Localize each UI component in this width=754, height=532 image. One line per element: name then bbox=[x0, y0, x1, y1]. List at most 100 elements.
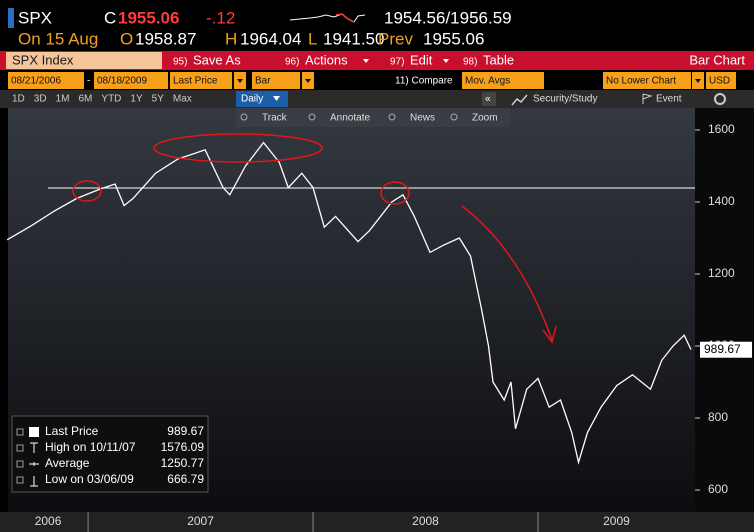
setting-lower[interactable]: No Lower Chart bbox=[606, 76, 676, 87]
legend-label: Low on 03/06/09 bbox=[45, 472, 134, 486]
arrow-head bbox=[542, 325, 557, 344]
tool-icon bbox=[240, 113, 248, 121]
period-button[interactable]: 1D bbox=[12, 94, 25, 105]
x-tick-label: 2006 bbox=[35, 514, 62, 528]
ticker-marker bbox=[8, 8, 14, 28]
input-box[interactable] bbox=[8, 72, 84, 89]
menu-item[interactable]: Table bbox=[483, 52, 514, 67]
last-value-tag bbox=[700, 341, 752, 358]
input-box[interactable] bbox=[252, 72, 300, 89]
legend-checkbox[interactable] bbox=[16, 476, 24, 484]
setting-field[interactable]: Last Price bbox=[173, 76, 218, 87]
high-value: 1964.04 bbox=[240, 29, 301, 48]
setting-style[interactable]: Bar bbox=[255, 76, 271, 87]
compare-button[interactable]: 11) Compare bbox=[395, 76, 453, 87]
y-tick-label: 1600 bbox=[708, 122, 735, 136]
frequency[interactable]: Daily bbox=[241, 94, 263, 105]
study-button[interactable]: Security/Study bbox=[533, 94, 597, 105]
dropdown-arrow bbox=[363, 59, 369, 63]
input-box[interactable] bbox=[170, 72, 232, 89]
legend-label: High on 10/11/07 bbox=[45, 440, 136, 454]
dropdown-arrow bbox=[305, 79, 311, 83]
input-box[interactable] bbox=[706, 72, 736, 89]
settings-gear[interactable] bbox=[714, 93, 726, 105]
setting-end[interactable]: 08/18/2009 bbox=[97, 76, 147, 87]
period-button[interactable]: 1M bbox=[56, 94, 70, 105]
open-flag: O bbox=[120, 29, 133, 48]
tool-icon bbox=[450, 113, 458, 121]
legend-icon bbox=[30, 476, 38, 487]
sparkline-down bbox=[335, 13, 355, 23]
high-flag: H bbox=[225, 29, 237, 48]
bid-ask: 1954.56/1956.59 bbox=[384, 8, 512, 27]
arrow-annotation bbox=[461, 205, 553, 341]
y-tick-label: 600 bbox=[708, 482, 728, 496]
event-icon bbox=[642, 93, 653, 104]
tool-icon bbox=[308, 113, 316, 121]
security-name[interactable]: SPX Index bbox=[12, 52, 74, 67]
setting-currency[interactable]: USD bbox=[709, 76, 730, 87]
input-box[interactable] bbox=[94, 72, 168, 89]
legend-label: Last Price bbox=[45, 424, 99, 438]
view-name: Bar Chart bbox=[689, 52, 745, 67]
tool-button[interactable]: Track bbox=[262, 113, 288, 124]
tool-bar bbox=[236, 108, 510, 127]
period-bar bbox=[0, 90, 754, 108]
legend-value: 989.67 bbox=[167, 424, 204, 438]
collapse-box[interactable] bbox=[482, 92, 496, 106]
menu-item[interactable]: Edit bbox=[410, 52, 433, 67]
y-tick-label: 1200 bbox=[708, 266, 735, 280]
tool-button[interactable]: Annotate bbox=[330, 113, 370, 124]
menu-item[interactable]: Save As bbox=[193, 52, 241, 67]
menu-key[interactable]: 98) bbox=[463, 57, 477, 68]
input-box[interactable] bbox=[462, 72, 544, 89]
period-button[interactable]: 1Y bbox=[130, 94, 143, 105]
legend-value: 1576.09 bbox=[161, 440, 205, 454]
legend-box bbox=[11, 415, 209, 493]
x-tick-label: 2008 bbox=[412, 514, 439, 528]
date-separator: - bbox=[87, 76, 90, 87]
menu-item[interactable]: Actions bbox=[305, 52, 348, 67]
setting-start[interactable]: 08/21/2006 bbox=[11, 76, 61, 87]
legend-checkbox[interactable] bbox=[16, 460, 24, 468]
security-box[interactable] bbox=[6, 52, 162, 69]
period-button[interactable]: Max bbox=[173, 94, 192, 105]
quote-date: On 15 Aug bbox=[18, 29, 98, 48]
tool-button[interactable]: News bbox=[410, 113, 435, 124]
input-box[interactable] bbox=[603, 72, 691, 89]
x-tick-label: 2009 bbox=[603, 514, 630, 528]
tool-icon bbox=[388, 113, 396, 121]
x-tick-label: 2007 bbox=[187, 514, 214, 528]
prev-flag: Prev bbox=[378, 29, 413, 48]
frequency-box[interactable] bbox=[236, 91, 288, 107]
price-line bbox=[6, 141, 692, 465]
menu-key[interactable]: 95) bbox=[173, 57, 187, 68]
study-icon bbox=[511, 94, 528, 106]
event-button[interactable]: Event bbox=[656, 94, 682, 105]
period-button[interactable]: YTD bbox=[101, 94, 121, 105]
low-flag: L bbox=[308, 29, 317, 48]
period-button[interactable]: 6M bbox=[79, 94, 93, 105]
legend-checkbox[interactable] bbox=[16, 428, 24, 436]
period-button[interactable]: 5Y bbox=[152, 94, 165, 105]
menu-key[interactable]: 96) bbox=[285, 57, 299, 68]
dropdown-arrow bbox=[443, 59, 449, 63]
circle-annotation bbox=[72, 180, 102, 202]
ticker: SPX bbox=[18, 8, 52, 27]
legend-checkbox[interactable] bbox=[16, 444, 24, 452]
menu-key[interactable]: 97) bbox=[390, 57, 404, 68]
circle-annotation bbox=[380, 181, 410, 205]
tool-button[interactable]: Zoom bbox=[472, 113, 498, 124]
low-value: 1941.50 bbox=[323, 29, 384, 48]
y-tick-label: 800 bbox=[708, 410, 728, 424]
dropdown-arrow bbox=[237, 79, 243, 83]
setting-studies[interactable]: Mov. Avgs bbox=[465, 76, 510, 87]
period-button[interactable]: 3D bbox=[34, 94, 47, 105]
legend-value: 666.79 bbox=[167, 472, 204, 486]
dropdown-arrow bbox=[273, 96, 280, 101]
collapse[interactable]: « bbox=[485, 94, 491, 105]
legend-label: Average bbox=[45, 456, 90, 470]
circle-annotation bbox=[153, 133, 323, 163]
